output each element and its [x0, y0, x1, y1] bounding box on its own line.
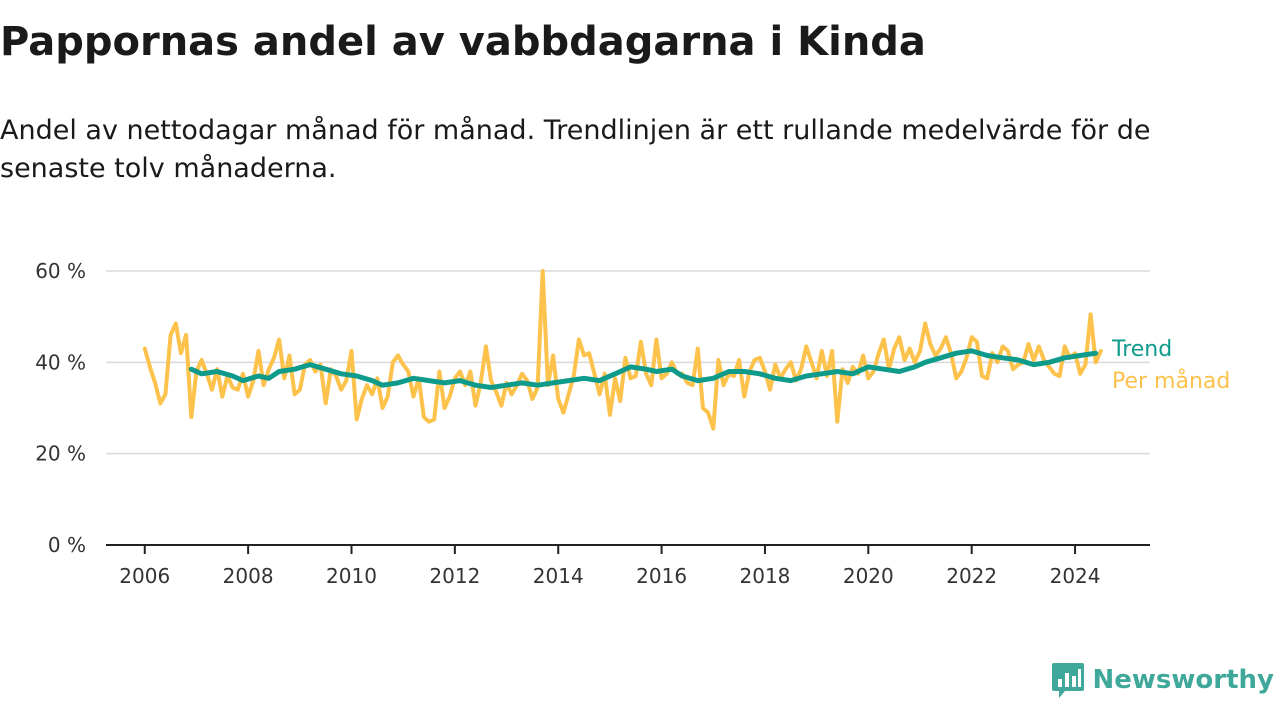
legend-label-trend: Trend — [1111, 337, 1172, 362]
newsworthy-brand: Newsworthy — [1051, 660, 1274, 700]
series-lines — [142, 269, 1103, 431]
x-tick-label: 2006 — [119, 564, 170, 588]
series-line-trend — [188, 348, 1099, 390]
legend: Per månad Trend — [1111, 337, 1230, 394]
x-tick-label: 2018 — [740, 564, 791, 588]
x-axis: 2006 2008 2010 2012 2014 2016 2018 2020 2022 2024 — [106, 544, 1150, 588]
brand-name: Newsworthy — [1092, 665, 1274, 695]
x-tick-label: 2024 — [1050, 564, 1101, 588]
y-tick-label: 20 % — [35, 442, 86, 466]
chart-subtitle: Andel av nettodagar månad för månad. Tre… — [0, 115, 1151, 184]
x-tick-label: 2022 — [946, 564, 997, 588]
y-tick-label: 60 % — [35, 259, 86, 283]
x-tick-label: 2008 — [223, 564, 274, 588]
x-tick-label: 2016 — [636, 564, 687, 588]
x-tick-label: 2020 — [843, 564, 894, 588]
x-tick-label: 2010 — [326, 564, 377, 588]
y-tick-label: 0 % — [48, 533, 86, 557]
y-tick-label: 40 % — [35, 350, 86, 374]
y-axis: 0 % 20 % 40 % 60 % — [35, 259, 86, 557]
x-tick-label: 2012 — [429, 564, 480, 588]
chart-title: Pappornas andel av vabbdagarna i Kinda — [0, 19, 926, 65]
x-tick-label: 2014 — [533, 564, 584, 588]
newsworthy-logo-icon — [1051, 663, 1084, 698]
series-line-per-manad — [142, 269, 1103, 431]
legend-label-per-manad: Per månad — [1112, 368, 1230, 394]
